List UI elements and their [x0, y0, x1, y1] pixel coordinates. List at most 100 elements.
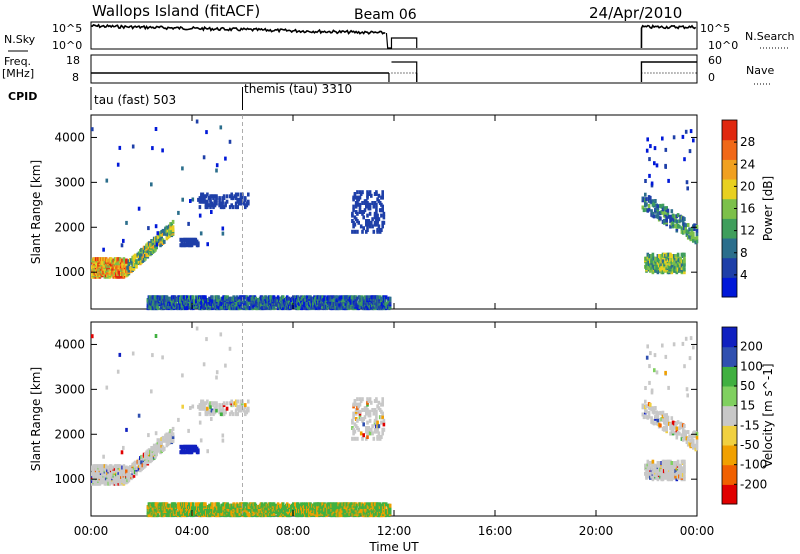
nsky-label: N.Sky: [4, 33, 36, 46]
velocity-ylabel: Slant Range [km]: [29, 367, 43, 471]
velocity-cell: [655, 370, 659, 375]
power-cell: [674, 254, 677, 258]
nsearch-tick-bottom: 10^0: [708, 39, 738, 52]
velocity-cell: [376, 424, 379, 429]
power-cell: [653, 161, 656, 166]
velocity-cell: [211, 502, 214, 507]
power-cell: [221, 205, 224, 210]
velocity-cell: [362, 422, 365, 427]
velocity-cell: [665, 413, 668, 418]
power-cell: [641, 205, 645, 210]
power-cell: [120, 243, 124, 248]
velocity-cell: [247, 399, 250, 404]
velocity-cell: [231, 403, 235, 408]
velocity-cell: [221, 438, 225, 443]
power-cell: [244, 196, 247, 201]
power-colorbar-tick-label: 8: [740, 246, 748, 260]
velocity-cell: [326, 502, 329, 507]
power-cell: [228, 205, 232, 210]
velocity-colorbar-swatch: [722, 366, 737, 387]
velocity-cell: [683, 469, 686, 474]
velocity-cell: [686, 393, 689, 398]
power-cell: [281, 295, 285, 300]
velocity-cell: [361, 408, 364, 412]
power-cell: [351, 211, 354, 216]
power-cell: [198, 199, 202, 204]
power-frame: [90, 114, 698, 310]
velocity-cell: [356, 436, 359, 441]
power-cell: [125, 258, 128, 263]
velocity-cell: [135, 466, 138, 471]
power-cell: [695, 235, 699, 240]
power-cell: [671, 220, 675, 225]
velocity-cell: [683, 424, 686, 429]
power-cell: [108, 269, 112, 274]
velocity-cell: [352, 402, 355, 407]
velocity-cell: [353, 429, 357, 434]
velocity-cell: [683, 459, 686, 464]
freq-trace-late: [640, 61, 697, 82]
power-cell: [680, 259, 684, 264]
power-colorbar-swatch: [722, 238, 737, 259]
power-cell: [218, 201, 221, 206]
power-cell: [372, 204, 376, 209]
power-cell: [291, 300, 294, 305]
velocity-cell: [147, 456, 151, 461]
velocity-cell: [381, 415, 384, 420]
power-cell: [379, 296, 383, 301]
power-colorbar-swatch: [722, 277, 737, 298]
velocity-cell: [207, 410, 211, 415]
power-cell: [353, 192, 357, 196]
power-cell: [247, 192, 250, 197]
velocity-cell: [373, 427, 377, 432]
power-cell: [684, 226, 687, 231]
velocity-cell: [248, 513, 252, 518]
velocity-ytick-label: 4000: [54, 337, 85, 351]
power-cell: [125, 220, 128, 225]
velocity-cell: [238, 507, 242, 512]
power-cell: [689, 231, 692, 236]
velocity-cell: [651, 459, 655, 464]
power-cell: [361, 229, 364, 234]
velocity-cell: [652, 408, 656, 413]
velocity-cell: [209, 401, 212, 406]
power-cell: [197, 241, 200, 246]
power-cell: [681, 134, 685, 139]
velocity-cell: [688, 356, 692, 361]
power-cell: [200, 192, 203, 197]
velocity-cell: [332, 510, 335, 515]
velocity-cell: [288, 506, 291, 511]
velocity-colorbar-swatch: [722, 425, 737, 446]
velocity-cell: [353, 399, 357, 403]
power-cell: [209, 194, 212, 199]
freq-tick-top: 18: [66, 54, 80, 67]
velocity-cell: [103, 464, 107, 469]
velocity-cell: [695, 446, 699, 451]
velocity-cell: [674, 469, 677, 474]
power-cell: [368, 202, 372, 207]
velocity-cell: [198, 403, 202, 408]
power-cell: [206, 199, 209, 204]
power-cell: [661, 203, 665, 208]
velocity-ytick-label: 2000: [54, 427, 85, 441]
power-cell: [297, 295, 300, 300]
power-cell: [147, 226, 150, 231]
power-cell: [376, 295, 380, 300]
velocity-cell: [239, 404, 243, 409]
xtick-label: 16:00: [478, 524, 513, 538]
power-cell: [220, 304, 223, 309]
power-ytick-label: 3000: [54, 175, 85, 189]
velocity-cell: [371, 506, 375, 511]
velocity-cell: [198, 412, 202, 417]
power-cell: [377, 224, 381, 229]
power-cell: [171, 219, 175, 224]
velocity-cell: [239, 408, 243, 413]
velocity-cell: [642, 415, 646, 420]
velocity-cell: [373, 399, 377, 403]
velocity-cell: [147, 433, 150, 438]
velocity-cell: [354, 402, 358, 407]
power-cell: [375, 202, 378, 207]
power-cell: [376, 228, 379, 232]
power-cell: [242, 299, 246, 304]
